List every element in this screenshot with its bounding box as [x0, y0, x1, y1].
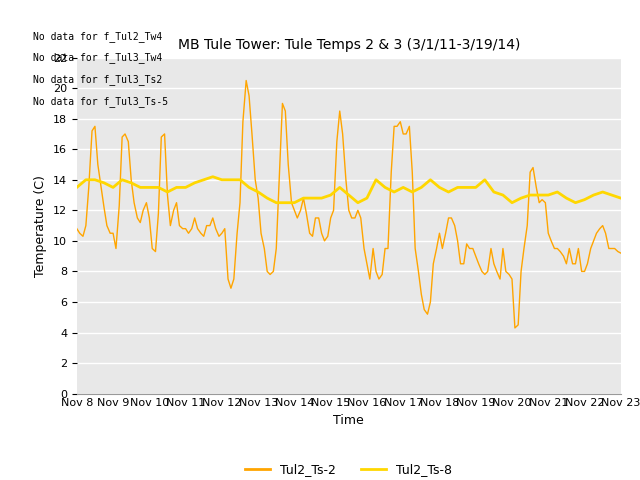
Y-axis label: Temperature (C): Temperature (C) [35, 175, 47, 276]
Text: No data for f_Tul3_Ts2: No data for f_Tul3_Ts2 [33, 74, 163, 85]
Text: No data for f_Tul3_Tw4: No data for f_Tul3_Tw4 [33, 53, 163, 63]
Legend: Tul2_Ts-2, Tul2_Ts-8: Tul2_Ts-2, Tul2_Ts-8 [241, 458, 457, 480]
Title: MB Tule Tower: Tule Temps 2 & 3 (3/1/11-3/19/14): MB Tule Tower: Tule Temps 2 & 3 (3/1/11-… [178, 38, 520, 52]
Text: No data for f_Tul2_Tw4: No data for f_Tul2_Tw4 [33, 31, 163, 42]
Text: No data for f_Tul3_Ts-5: No data for f_Tul3_Ts-5 [33, 96, 168, 107]
X-axis label: Time: Time [333, 414, 364, 427]
